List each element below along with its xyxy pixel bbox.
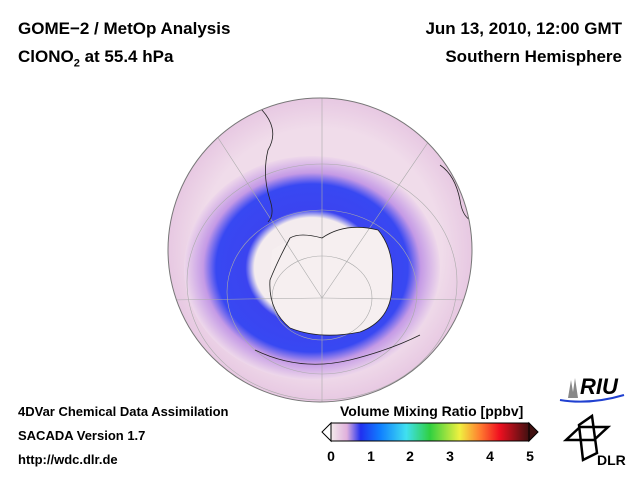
dlr-logo-text: DLR: [597, 452, 626, 468]
footer-line1: 4DVar Chemical Data Assimilation: [18, 404, 229, 419]
colorbar-tick: 3: [446, 448, 454, 464]
species-subscript: 2: [73, 57, 80, 70]
graticule: [169, 98, 471, 402]
colorbar-tick: 1: [367, 448, 375, 464]
colorbar: [321, 421, 539, 443]
riu-logo: [559, 378, 625, 403]
date-label: Jun 13, 2010, 12:00 GMT: [425, 19, 622, 38]
colorbar-tick: 2: [406, 448, 414, 464]
region-label: Southern Hemisphere: [445, 47, 622, 66]
title-line1: GOME−2 / MetOp Analysis: [18, 19, 231, 38]
colorbar-tick: 5: [526, 448, 534, 464]
footer-url: http://wdc.dlr.de: [18, 452, 118, 467]
antarctica-region: [269, 227, 393, 336]
colorbar-tick: 4: [486, 448, 494, 464]
colorbar-tick: 0: [327, 448, 335, 464]
species-label: ClONO2 at 55.4 hPa: [18, 47, 173, 69]
colorbar-title: Volume Mixing Ratio [ppbv]: [340, 403, 524, 419]
riu-logo-text: RIU: [580, 374, 618, 399]
species-name: ClONO: [18, 47, 74, 66]
footer-line2: SACADA Version 1.7: [18, 428, 146, 443]
dlr-logo: [562, 413, 612, 462]
globe: [168, 98, 472, 402]
pressure-level: at 55.4 hPa: [79, 47, 174, 66]
